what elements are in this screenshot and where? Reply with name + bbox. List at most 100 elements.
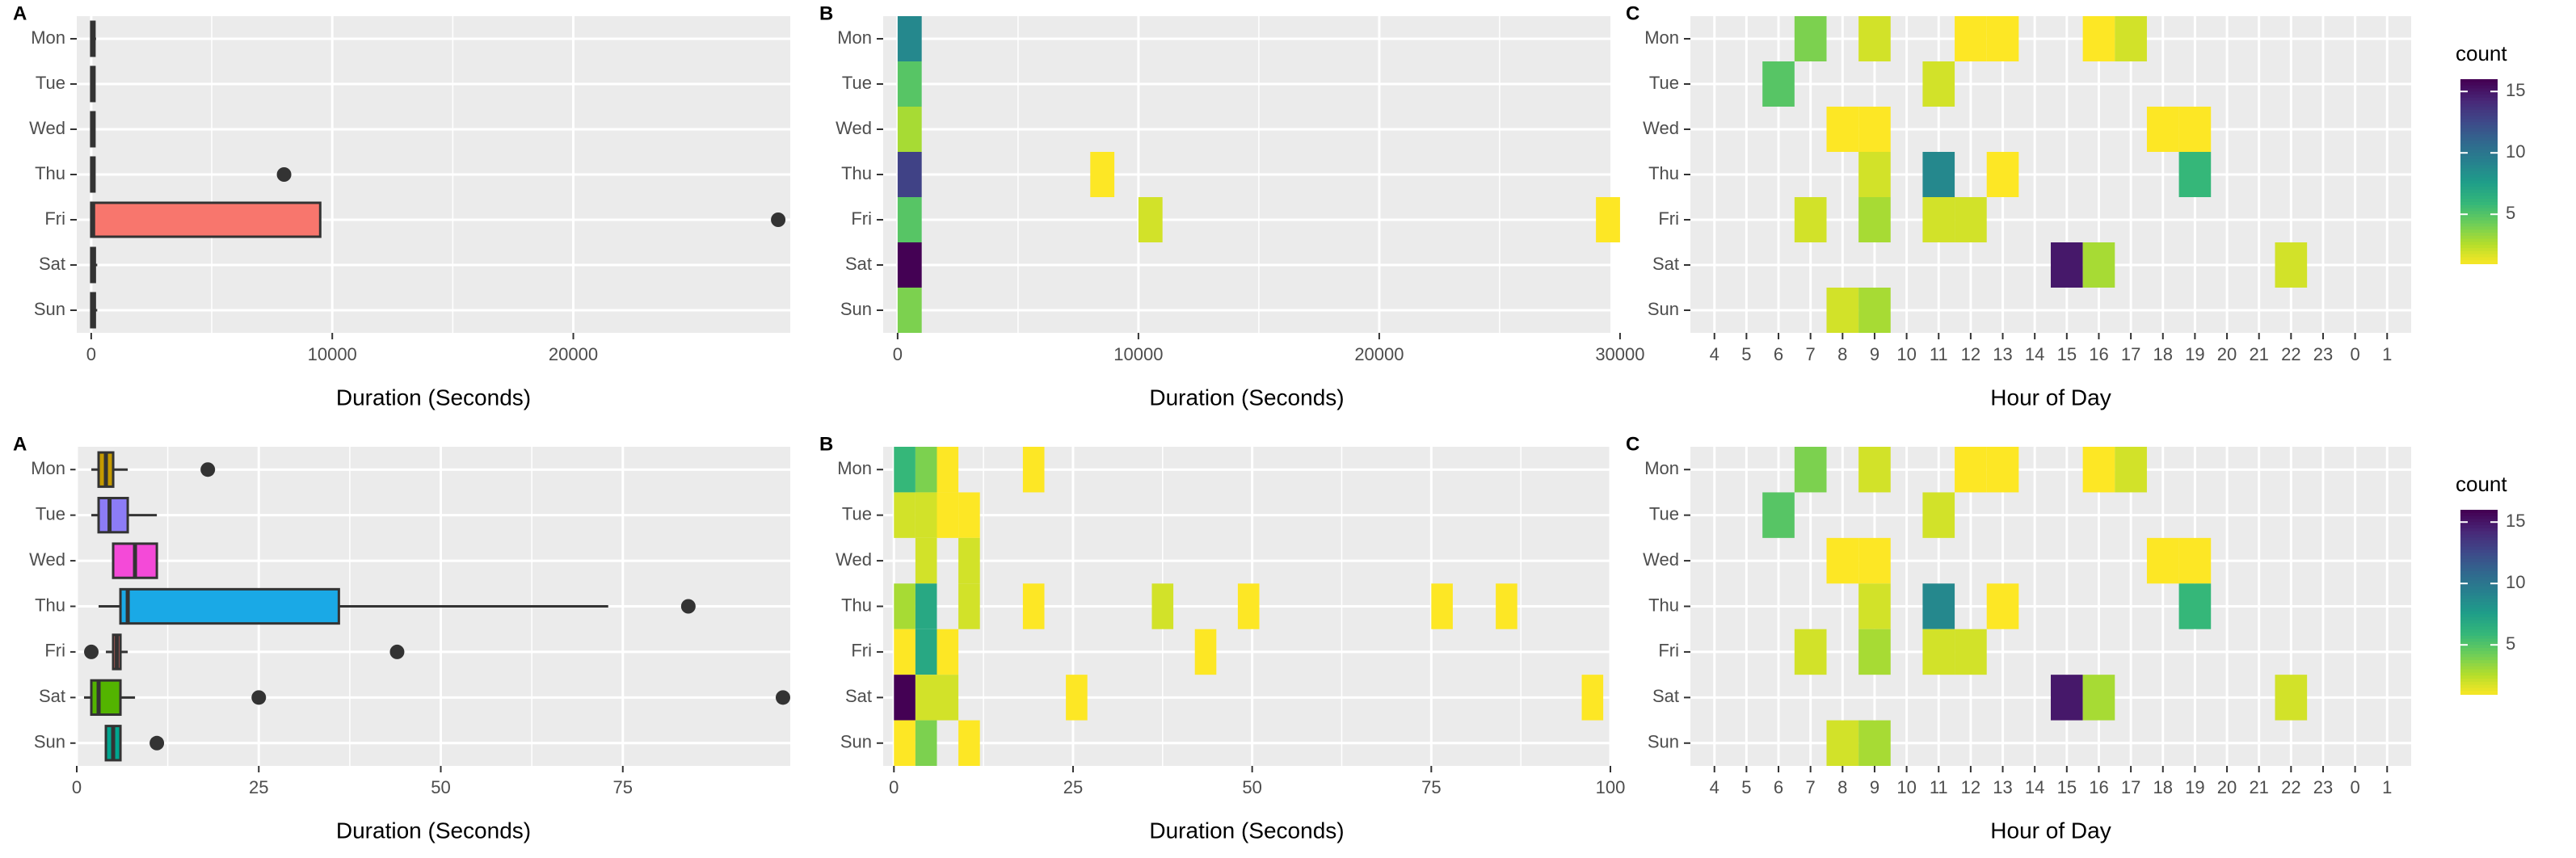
box-thu [119,587,340,625]
x-tick-label: 1 [2382,344,2392,364]
legend-colorbar-segment [2460,633,2498,637]
legend-colorbar-segment [2460,648,2498,652]
heatmap-cell [1986,583,2019,629]
heatmap-cell [897,16,922,61]
y-tick-label: Thu [841,595,872,615]
heatmap-cell [894,583,915,629]
outlier-point [771,212,786,227]
heatmap-cell [897,107,922,152]
heatmap-cell [915,537,937,584]
heatmap-cell [1237,583,1260,629]
legend-colorbar-segment [2460,189,2498,194]
legend-colorbar-segment [2460,97,2498,102]
y-tick-label: Mon [31,27,65,48]
heatmap-cell [1955,629,1987,675]
heatmap-cell [1596,197,1620,242]
x-tick-label: 12 [1961,344,1980,364]
legend-colorbar-segment [2460,645,2498,649]
legend-colorbar-segment [2460,107,2498,111]
x-tick-label: 6 [1774,777,1783,797]
panel-label: B [819,2,833,24]
y-tick-label: Tue [842,73,872,93]
outlier-point [680,599,696,614]
heatmap-cell [958,583,980,629]
x-tick-label: 17 [2121,777,2140,797]
legend-colorbar-segment [2460,153,2498,157]
x-axis-title: Hour of Day [1990,385,2111,410]
heatmap-cell [894,675,915,721]
heatmap-cell [1858,447,1891,493]
legend-colorbar-segment [2460,553,2498,557]
x-tick-label: 13 [1993,344,2012,364]
heatmap-cell [1922,197,1955,242]
outlier-point [276,167,292,182]
heatmap-cell [1858,107,1891,152]
heatmap-cell [1922,492,1955,538]
legend-colorbar-segment [2460,180,2498,185]
box-tue [97,496,129,534]
x-tick-label: 21 [2249,777,2268,797]
legend-colorbar-segment [2460,681,2498,686]
heatmap-cell [1986,16,2019,61]
outlier-point [149,735,165,751]
x-tick-label: 50 [1242,777,1261,797]
legend-colorbar-segment [2460,543,2498,548]
heatmap-cell [1858,537,1891,584]
x-tick-label: 10 [1896,344,1916,364]
x-tick-label: 8 [1837,777,1847,797]
heatmap-cell [915,492,937,538]
x-tick-label: 0 [889,777,899,797]
y-tick-label: Mon [1644,458,1679,478]
legend-colorbar-segment [2460,611,2498,616]
heatmap-cell [1022,583,1045,629]
legend-colorbar-segment [2460,561,2498,566]
heatmap-cell [1955,16,1987,61]
legend-colorbar-segment [2460,650,2498,655]
legend-colorbar-segment [2460,187,2498,191]
legend-colorbar-segment [2460,537,2498,541]
legend-colorbar-segment [2460,528,2498,532]
legend-colorbar-segment [2460,174,2498,179]
legend-colorbar-segment [2460,85,2498,90]
legend-colorbar-segment [2460,549,2498,554]
legend-colorbar-segment [2460,587,2498,591]
y-tick-label: Tue [36,73,65,93]
legend-colorbar-segment [2460,165,2498,170]
heatmap-cell [1858,288,1891,333]
legend-colorbar-segment [2460,641,2498,646]
x-tick-label: 75 [1421,777,1441,797]
panel-label: C [1626,2,1639,24]
x-tick-label: 0 [893,344,903,364]
heatmap-cell [1762,492,1795,538]
x-tick-label: 14 [2025,777,2044,797]
heatmap-cell [1022,447,1045,493]
heatmap-cell [894,720,915,766]
legend-tick-label: 5 [2506,633,2515,654]
legend-colorbar-segment [2460,510,2498,514]
y-tick-label: Fri [44,208,65,229]
legend-colorbar-segment [2460,82,2498,86]
x-tick-label: 10000 [308,344,357,364]
x-tick-label: 50 [431,777,450,797]
heatmap-cell [937,492,959,538]
legend-colorbar-segment [2460,103,2498,108]
x-tick-label: 15 [2057,344,2077,364]
heatmap-cell [937,675,959,721]
legend-colorbar-segment [2460,599,2498,603]
y-tick-label: Wed [29,549,65,570]
legend-colorbar-segment [2460,88,2498,93]
heatmap-cell [1986,447,2019,493]
heatmap-cell [1826,720,1859,766]
legend-colorbar-segment [2460,125,2498,129]
heatmap-cell [1955,447,1987,493]
heatmap-cell [2275,242,2308,288]
x-tick-label: 0 [72,777,82,797]
x-tick-label: 17 [2121,344,2140,364]
legend-colorbar-segment [2460,540,2498,545]
heatmap-cell [2178,107,2212,152]
legend-colorbar-segment [2460,629,2498,633]
x-tick-label: 6 [1774,344,1783,364]
heatmap-cell [2115,16,2147,61]
y-tick-label: Wed [29,118,65,138]
y-tick-label: Tue [36,503,65,524]
